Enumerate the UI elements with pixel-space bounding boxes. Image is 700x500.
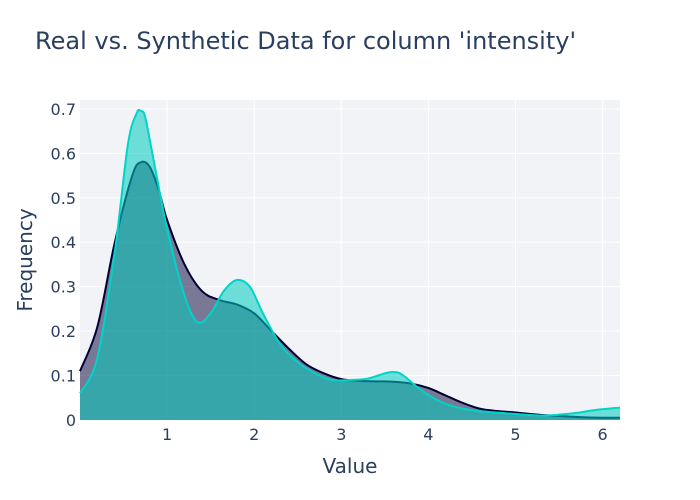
x-tick-label: 3 bbox=[336, 425, 346, 444]
y-tick-label: 0.6 bbox=[51, 144, 76, 163]
y-tick-label: 0.3 bbox=[51, 278, 76, 297]
y-tick-label: 0.7 bbox=[51, 100, 76, 119]
y-tick-label: 0.1 bbox=[51, 367, 76, 386]
x-tick-label: 5 bbox=[510, 425, 520, 444]
series-2-area bbox=[80, 109, 620, 420]
y-axis-title: Frequency bbox=[13, 208, 37, 311]
y-tick-label: 0 bbox=[66, 411, 76, 430]
chart-title: Real vs. Synthetic Data for column 'inte… bbox=[35, 27, 577, 55]
x-tick-labels: 1 2 3 4 5 6 bbox=[162, 425, 608, 444]
y-tick-label: 0.4 bbox=[51, 233, 76, 252]
x-tick-label: 6 bbox=[597, 425, 607, 444]
x-axis-title: Value bbox=[323, 454, 378, 478]
x-tick-label: 1 bbox=[162, 425, 172, 444]
y-tick-label: 0.2 bbox=[51, 322, 76, 341]
y-tick-label: 0.5 bbox=[51, 189, 76, 208]
series-layer bbox=[79, 108, 621, 420]
x-tick-label: 2 bbox=[249, 425, 259, 444]
series-2-line bbox=[79, 108, 621, 417]
x-tick-label: 4 bbox=[423, 425, 433, 444]
y-tick-labels: 0 0.1 0.2 0.3 0.4 0.5 0.6 0.7 bbox=[51, 100, 76, 430]
